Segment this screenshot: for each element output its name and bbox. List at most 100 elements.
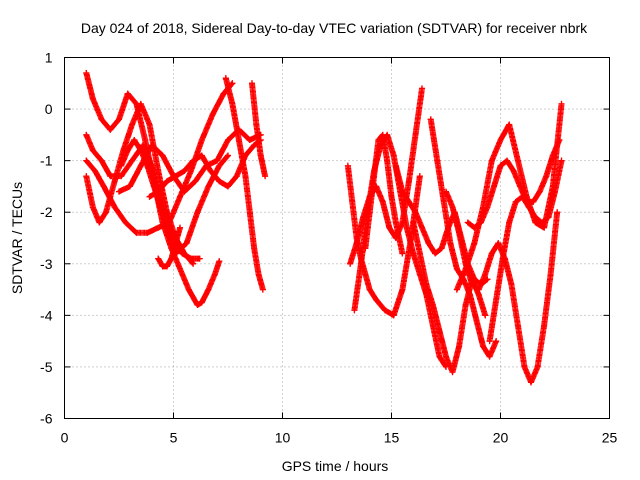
data-point bbox=[388, 193, 395, 200]
data-point bbox=[163, 263, 170, 270]
data-point bbox=[177, 265, 184, 272]
x-tick-label: 25 bbox=[602, 430, 618, 446]
series-sat-g bbox=[146, 137, 264, 200]
data-point bbox=[262, 173, 269, 180]
data-point bbox=[83, 173, 90, 180]
data-point bbox=[392, 219, 399, 226]
data-point bbox=[504, 157, 511, 164]
data-point bbox=[194, 209, 201, 216]
data-point bbox=[558, 157, 565, 164]
data-point bbox=[83, 69, 90, 76]
data-point bbox=[216, 258, 223, 265]
data-point bbox=[144, 229, 151, 236]
data-point bbox=[83, 157, 90, 164]
data-point bbox=[148, 142, 155, 149]
data-point bbox=[469, 281, 476, 288]
data-point bbox=[198, 137, 205, 144]
data-point bbox=[475, 286, 482, 293]
data-point bbox=[155, 224, 162, 231]
data-point bbox=[187, 255, 194, 262]
data-point bbox=[225, 152, 231, 159]
x-tick-label: 10 bbox=[275, 430, 291, 446]
x-axis-label: GPS time / hours bbox=[282, 458, 389, 474]
data-point bbox=[473, 317, 480, 324]
data-point bbox=[190, 157, 197, 164]
data-point bbox=[353, 240, 360, 247]
data-point bbox=[111, 178, 118, 185]
data-point bbox=[118, 162, 125, 169]
data-point bbox=[233, 173, 240, 180]
plot-frame bbox=[64, 57, 610, 419]
data-point bbox=[541, 224, 548, 231]
data-point bbox=[225, 183, 231, 190]
x-tick-label: 15 bbox=[384, 430, 400, 446]
data-point bbox=[449, 369, 456, 376]
data-point bbox=[399, 188, 406, 195]
data-point bbox=[381, 307, 388, 314]
data-point bbox=[390, 152, 397, 159]
data-point bbox=[493, 338, 500, 345]
grid-layer bbox=[64, 57, 610, 419]
data-point bbox=[390, 312, 397, 319]
data-point bbox=[532, 214, 539, 221]
series-sat-u bbox=[486, 157, 565, 345]
data-point bbox=[547, 271, 554, 278]
data-point bbox=[172, 240, 179, 247]
data-point bbox=[471, 240, 478, 247]
data-point bbox=[536, 188, 543, 195]
data-point bbox=[163, 178, 170, 185]
data-point bbox=[443, 353, 449, 360]
data-point bbox=[384, 157, 391, 164]
data-point bbox=[344, 162, 351, 169]
data-point bbox=[216, 178, 223, 185]
data-point bbox=[246, 209, 253, 216]
series-sat-j bbox=[248, 80, 269, 180]
data-point bbox=[129, 157, 136, 164]
data-point bbox=[235, 137, 242, 144]
data-point bbox=[251, 245, 258, 252]
data-point bbox=[362, 245, 369, 252]
data-point bbox=[403, 224, 410, 231]
data-point bbox=[440, 198, 447, 205]
data-point bbox=[89, 147, 96, 154]
data-point bbox=[177, 193, 184, 200]
data-point bbox=[349, 198, 356, 205]
series-sat-q bbox=[427, 116, 500, 360]
data-point bbox=[514, 157, 521, 164]
data-point bbox=[257, 152, 264, 159]
data-point bbox=[172, 173, 179, 180]
data-point bbox=[462, 265, 469, 272]
data-point bbox=[98, 157, 105, 164]
data-point bbox=[532, 219, 539, 226]
data-point bbox=[133, 229, 140, 236]
y-tick-label: -2 bbox=[40, 204, 53, 220]
data-point bbox=[185, 286, 192, 293]
data-point bbox=[541, 322, 548, 329]
data-point bbox=[416, 173, 423, 180]
data-point bbox=[419, 85, 426, 92]
series-sat-s bbox=[464, 137, 563, 231]
data-point bbox=[453, 286, 460, 293]
data-point bbox=[480, 343, 487, 350]
data-point bbox=[198, 152, 205, 159]
data-point bbox=[181, 167, 188, 174]
data-point bbox=[183, 240, 190, 247]
data-point bbox=[229, 80, 236, 87]
data-point bbox=[405, 178, 412, 185]
data-point bbox=[486, 353, 493, 360]
data-point bbox=[179, 250, 186, 257]
data-point bbox=[434, 157, 441, 164]
data-point bbox=[538, 219, 545, 226]
data-point bbox=[92, 167, 99, 174]
data-point bbox=[482, 312, 489, 319]
data-point bbox=[528, 379, 535, 386]
data-point bbox=[456, 343, 463, 350]
data-point bbox=[371, 173, 378, 180]
data-point bbox=[107, 173, 114, 180]
data-point bbox=[558, 100, 565, 107]
data-point bbox=[514, 322, 521, 329]
data-point bbox=[373, 296, 380, 303]
data-layer bbox=[83, 69, 565, 386]
data-point bbox=[198, 299, 205, 306]
data-point bbox=[521, 363, 528, 370]
